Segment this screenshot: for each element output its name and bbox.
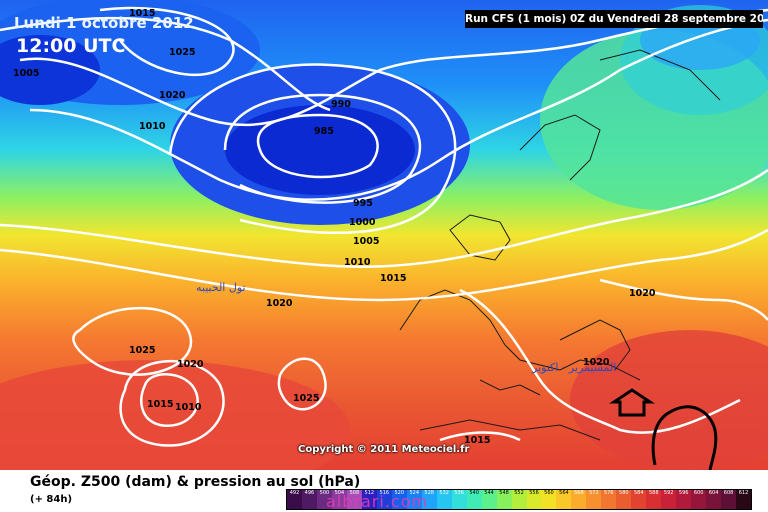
scale-cell: 548	[496, 490, 512, 509]
isobar-label: 990	[331, 99, 351, 110]
scale-cell: 568	[571, 490, 587, 509]
watermark: albrari.com	[326, 492, 429, 511]
scale-cell: 492	[287, 490, 302, 509]
circle-mark	[651, 405, 718, 471]
color-scale: 492 496 500 504 508 512 516 520 524 528 532 536 540 5…	[286, 489, 752, 510]
annotation-text: المسيمرير · اكتوبر	[532, 361, 617, 374]
scale-cell: 572	[586, 490, 602, 509]
highlight-marks	[609, 388, 718, 471]
scale-cell: 532	[436, 490, 452, 509]
map-title: Géop. Z500 (dam) & pression au sol (hPa)	[30, 474, 361, 490]
isobar-label: 1010	[139, 121, 166, 132]
isobar-label: 1020	[177, 359, 204, 370]
scale-cell: 512	[361, 490, 377, 509]
scale-cell: 516	[376, 490, 392, 509]
isobar-label: 995	[353, 198, 373, 209]
scale-cell: 500	[316, 490, 332, 509]
isobar-label: 1025	[169, 47, 196, 58]
up-arrow-icon	[609, 388, 655, 417]
scale-cell: 520	[391, 490, 407, 509]
scale-cell: 584	[631, 490, 647, 509]
isobar-label: 1015	[147, 399, 174, 410]
isobar-label: 1005	[13, 68, 40, 79]
warm-southeast	[570, 330, 768, 470]
scale-cell: 528	[421, 490, 437, 509]
scale-cell: 524	[406, 490, 422, 509]
scale-cell: 604	[706, 490, 722, 509]
scale-cell: 540	[466, 490, 482, 509]
isobar-label: 1015	[129, 8, 156, 19]
warm-southwest	[0, 360, 350, 500]
low-west	[0, 35, 100, 105]
scale-cell: 536	[451, 490, 467, 509]
scale-cell: 544	[481, 490, 497, 509]
isobar-label: 1020	[583, 357, 610, 368]
scale-cell: 552	[511, 490, 527, 509]
scale-cell: 608	[721, 490, 737, 509]
isobar-label: 1015	[380, 273, 407, 284]
scale-cell: 580	[616, 490, 632, 509]
scale-cell: 560	[541, 490, 557, 509]
valid-date: Lundi 1 octobre 2012	[14, 14, 194, 32]
isobars	[0, 6, 768, 447]
scale-cell: 508	[346, 490, 362, 509]
copyright-notice: Copyright © 2011 Meteociel.fr	[298, 444, 470, 455]
isobar-label: 1020	[629, 288, 656, 299]
valid-time: 12:00 UTC	[16, 35, 126, 57]
isobar-label: 1025	[129, 345, 156, 356]
isobar-label: 1010	[175, 402, 202, 413]
isobar-label: 1025	[293, 393, 320, 404]
isobar-label: 1020	[266, 298, 293, 309]
isobar-label: 1010	[344, 257, 371, 268]
scale-cell: 504	[331, 490, 347, 509]
isobar-label: 985	[314, 126, 334, 137]
deep-low-core	[225, 105, 415, 195]
annotation-text: تول الحبيبه	[196, 281, 246, 294]
scale-cell: 612	[736, 490, 752, 509]
isobar-label: 1015	[464, 435, 491, 446]
scale-cell: 588	[646, 490, 662, 509]
scale-cell: 576	[601, 490, 617, 509]
isobar-label: 1020	[159, 90, 186, 101]
forecast-offset: (+ 84h)	[30, 494, 73, 505]
scale-cell: 496	[301, 490, 317, 509]
scale-cell: 592	[661, 490, 677, 509]
run-header: Run CFS (1 mois) 0Z du Vendredi 28 septe…	[465, 10, 763, 28]
scale-cell: 600	[691, 490, 707, 509]
scale-cell: 564	[556, 490, 572, 509]
isobar-label: 1000	[349, 217, 376, 228]
scale-cell: 596	[676, 490, 692, 509]
scale-cell: 556	[526, 490, 542, 509]
isobar-label: 1005	[353, 236, 380, 247]
